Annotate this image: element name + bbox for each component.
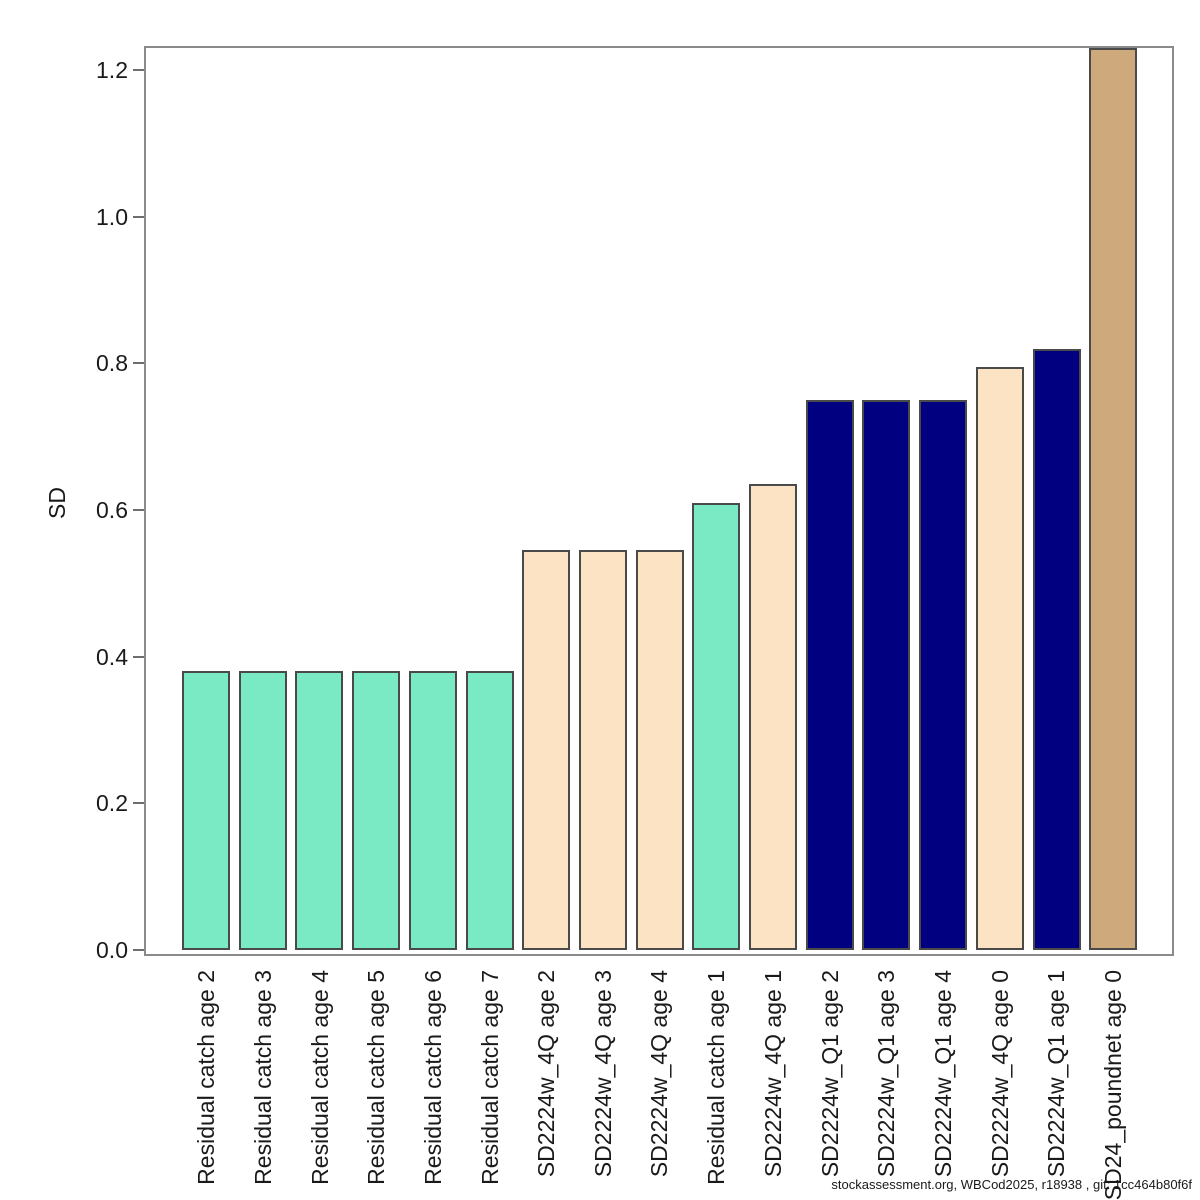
x-tick-label: SD2224w_4Q age 2 <box>533 970 560 1178</box>
y-tick-label: 0.4 <box>96 643 128 670</box>
x-tick-label: SD2224w_Q1 age 4 <box>930 970 957 1178</box>
bar <box>465 671 514 950</box>
bar <box>522 550 571 950</box>
y-tick-label: 0.2 <box>96 790 128 817</box>
x-tick-label: SD2224w_4Q age 1 <box>760 970 786 1178</box>
bar <box>749 484 797 950</box>
bar <box>1032 348 1081 950</box>
bar <box>238 671 287 950</box>
x-tick-label: SD2224w_4Q age 4 <box>646 970 673 1178</box>
x-tick-label: Residual catch age 1 <box>703 970 730 1185</box>
x-tick-label: Residual catch age 2 <box>193 970 219 1185</box>
y-tick-mark <box>133 949 144 951</box>
bar <box>692 502 741 950</box>
x-tick-label: SD24_poundnet age 0 <box>1100 970 1127 1200</box>
y-tick-label: 0.0 <box>96 937 128 963</box>
x-tick-label: SD2224w_4Q age 3 <box>589 970 616 1178</box>
x-tick-label: Residual catch age 3 <box>249 970 276 1185</box>
x-tick-label: Residual catch age 4 <box>306 970 333 1185</box>
x-tick-label: SD2224w_4Q age 0 <box>986 970 1013 1178</box>
x-tick-label: Residual catch age 6 <box>419 970 446 1185</box>
y-tick-label: 0.8 <box>96 350 128 377</box>
y-tick-mark <box>133 509 144 512</box>
y-tick-label: 0.6 <box>96 497 128 524</box>
bar <box>1089 48 1138 950</box>
x-tick-label: SD2224w_Q1 age 3 <box>873 970 900 1178</box>
bar <box>182 671 230 950</box>
y-tick-label: 1.2 <box>96 57 128 84</box>
y-tick-mark <box>133 655 144 658</box>
bar <box>635 550 684 950</box>
x-tick-label: Residual catch age 5 <box>363 970 390 1185</box>
bar <box>805 400 854 950</box>
y-tick-mark <box>133 215 144 218</box>
bar <box>919 400 968 950</box>
bar <box>862 400 911 950</box>
x-tick-label: SD2224w_Q1 age 2 <box>816 970 843 1178</box>
footer-credit: stockassessment.org, WBCod2025, r18938 ,… <box>831 1177 1192 1192</box>
bar <box>295 671 344 950</box>
bar <box>408 671 457 950</box>
bar <box>578 550 627 950</box>
y-tick-mark <box>133 69 144 72</box>
y-tick-mark <box>133 362 144 365</box>
y-tick-label: 1.0 <box>96 203 128 230</box>
y-tick-mark <box>133 802 144 805</box>
x-tick-label: SD2224w_Q1 age 1 <box>1043 970 1070 1178</box>
bar <box>975 367 1024 950</box>
bar <box>352 671 401 950</box>
x-tick-label: Residual catch age 7 <box>476 970 503 1185</box>
